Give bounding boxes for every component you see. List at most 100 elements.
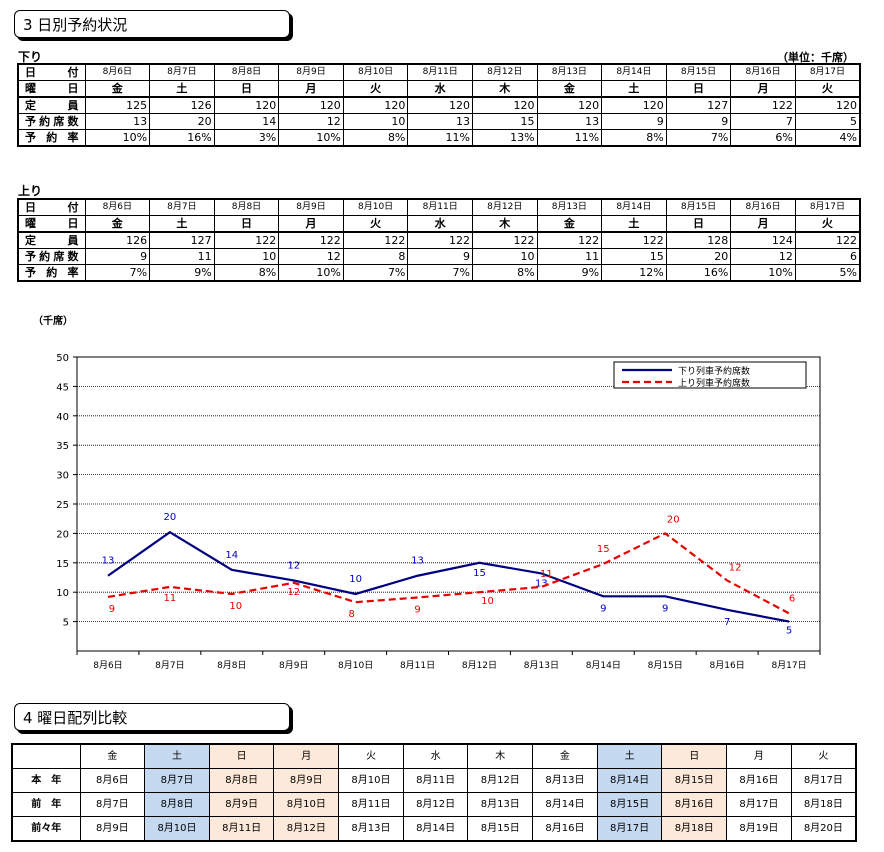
down-row-weekday: 曜 日金土日月火水木金土日月火: [17, 80, 861, 98]
compare-cell: 8月11日: [338, 792, 404, 817]
data-label: 13: [535, 578, 548, 589]
up-row-reserved: 予約席数 9 11 10 12 8 9 10 11 15 20 12 6: [17, 248, 861, 265]
compare-row-label: 前 年: [11, 792, 81, 817]
up-cell-date: 8月8日: [213, 198, 280, 216]
data-label: 9: [662, 603, 668, 614]
compare-cell: 8月11日: [402, 768, 469, 793]
y-tick-label: 15: [56, 559, 69, 570]
down-row-header: 日 付: [17, 63, 86, 81]
down-cell-rate: 8%: [601, 129, 667, 147]
data-label: 10: [229, 601, 242, 612]
x-tick-label: 8月14日: [586, 660, 621, 671]
up-row-header: 定 員: [17, 231, 86, 249]
down-cell-weekday: 金: [84, 80, 151, 98]
compare-cell: 8月8日: [208, 768, 275, 793]
up-cell-date: 8月16日: [730, 198, 796, 216]
compare-header-cell: 水: [402, 743, 469, 769]
up-cell-date: 8月7日: [149, 198, 215, 216]
data-label: 20: [164, 512, 177, 523]
up-cell-capacity: 122: [536, 231, 603, 249]
compare-header-cell: 火: [790, 743, 857, 769]
up-cell-weekday: 火: [342, 215, 409, 233]
down-label: 下り: [18, 50, 43, 64]
data-label: 13: [102, 556, 115, 567]
down-cell-capacity: 126: [149, 96, 215, 114]
down-cell-reserved: 9: [601, 113, 667, 130]
compare-cell: 8月16日: [726, 768, 792, 793]
compare-cell: 8月9日: [208, 792, 275, 817]
down-cell-date: 8月17日: [794, 63, 861, 81]
x-tick-label: 8月15日: [648, 660, 683, 671]
down-cell-capacity: 125: [84, 96, 151, 114]
compare-cell: 8月9日: [273, 768, 340, 793]
down-cell-weekday: 水: [407, 80, 473, 98]
weekday-compare-table: 金土日月火水木金土日月火本 年 8月6日 8月7日 8月8日 8月9日 8月10日 8月11…: [11, 743, 857, 842]
compare-header-cell: 火: [338, 743, 404, 769]
up-cell-weekday: 月: [730, 215, 796, 233]
compare-cell: 8月15日: [661, 768, 728, 793]
up-cell-reserved: 6: [794, 248, 861, 265]
section4-title: 4 曜日配列比較: [14, 703, 290, 731]
up-cell-rate: 5%: [794, 264, 861, 282]
compare-cell: 8月19日: [726, 816, 792, 842]
compare-header-cell: 月: [726, 743, 792, 769]
down-cell-rate: 16%: [149, 129, 215, 147]
y-tick-label: 20: [56, 529, 69, 540]
down-cell-reserved: 20: [149, 113, 215, 130]
up-cell-reserved: 15: [601, 248, 667, 265]
down-cell-rate: 6%: [730, 129, 796, 147]
up-cell-date: 8月14日: [601, 198, 667, 216]
up-cell-rate: 9%: [149, 264, 215, 282]
compare-header-cell: 土: [596, 743, 663, 769]
compare-cell: 8月18日: [661, 816, 728, 842]
down-cell-reserved: 12: [278, 113, 344, 130]
data-label: 9: [109, 604, 115, 615]
down-row-rate: 予 約 率 10% 16% 3% 10% 8% 11% 13% 11% 8% 7% 6% 4%: [17, 129, 861, 147]
compare-header-cell: 月: [273, 743, 340, 769]
up-cell-capacity: 126: [84, 231, 151, 249]
x-tick-label: 8月9日: [279, 660, 308, 671]
up-cell-rate: 16%: [665, 264, 732, 282]
down-cell-reserved: 13: [84, 113, 151, 130]
y-tick-label: 40: [56, 412, 69, 423]
up-cell-reserved: 9: [84, 248, 151, 265]
data-label: 11: [164, 593, 177, 604]
compare-cell: 8月13日: [338, 816, 404, 842]
down-cell-rate: 3%: [213, 129, 280, 147]
up-cell-reserved: 12: [730, 248, 796, 265]
series-line-up: [107, 532, 790, 615]
down-cell-capacity: 120: [794, 96, 861, 114]
up-row-header: 日 付: [17, 198, 86, 216]
data-label: 11: [540, 569, 553, 580]
down-cell-capacity: 127: [665, 96, 732, 114]
down-cell-date: 8月6日: [84, 63, 151, 81]
data-label: 14: [225, 550, 238, 561]
up-cell-rate: 10%: [278, 264, 344, 282]
down-cell-capacity: 120: [342, 96, 409, 114]
compare-cell: 8月11日: [208, 816, 275, 842]
up-cell-weekday: 日: [665, 215, 732, 233]
compare-cell: 8月10日: [144, 816, 210, 842]
down-cell-date: 8月7日: [149, 63, 215, 81]
down-cell-capacity: 122: [730, 96, 796, 114]
up-row-header: 曜 日: [17, 215, 86, 233]
up-row-header: 予約席数: [17, 248, 86, 265]
y-tick-label: 35: [56, 441, 69, 452]
compare-header-cell: 土: [144, 743, 210, 769]
down-cell-capacity: 120: [536, 96, 603, 114]
down-row-reserved: 予約席数 13 20 14 12 10 13 15 13 9 9 7 5: [17, 113, 861, 130]
x-tick-label: 8月12日: [462, 660, 497, 671]
up-cell-rate: 10%: [730, 264, 796, 282]
down-row-header: 曜 日: [17, 80, 86, 98]
data-label: 10: [349, 574, 362, 585]
up-cell-capacity: 127: [149, 231, 215, 249]
reservation-chart: （千席） 5 10 15 20 25 30 35 40 45 50 8月6日 8月7日 8月8日 8月9日 8…: [33, 314, 821, 671]
compare-cell: 8月10日: [273, 792, 340, 817]
y-axis-unit-label: （千席）: [33, 314, 73, 327]
compare-cell: 8月7日: [79, 792, 146, 817]
compare-cell: 8月13日: [532, 768, 598, 793]
down-cell-date: 8月16日: [730, 63, 796, 81]
down-cell-reserved: 15: [471, 113, 538, 130]
x-tick-label: 8月17日: [771, 660, 806, 671]
up-cell-date: 8月10日: [342, 198, 409, 216]
